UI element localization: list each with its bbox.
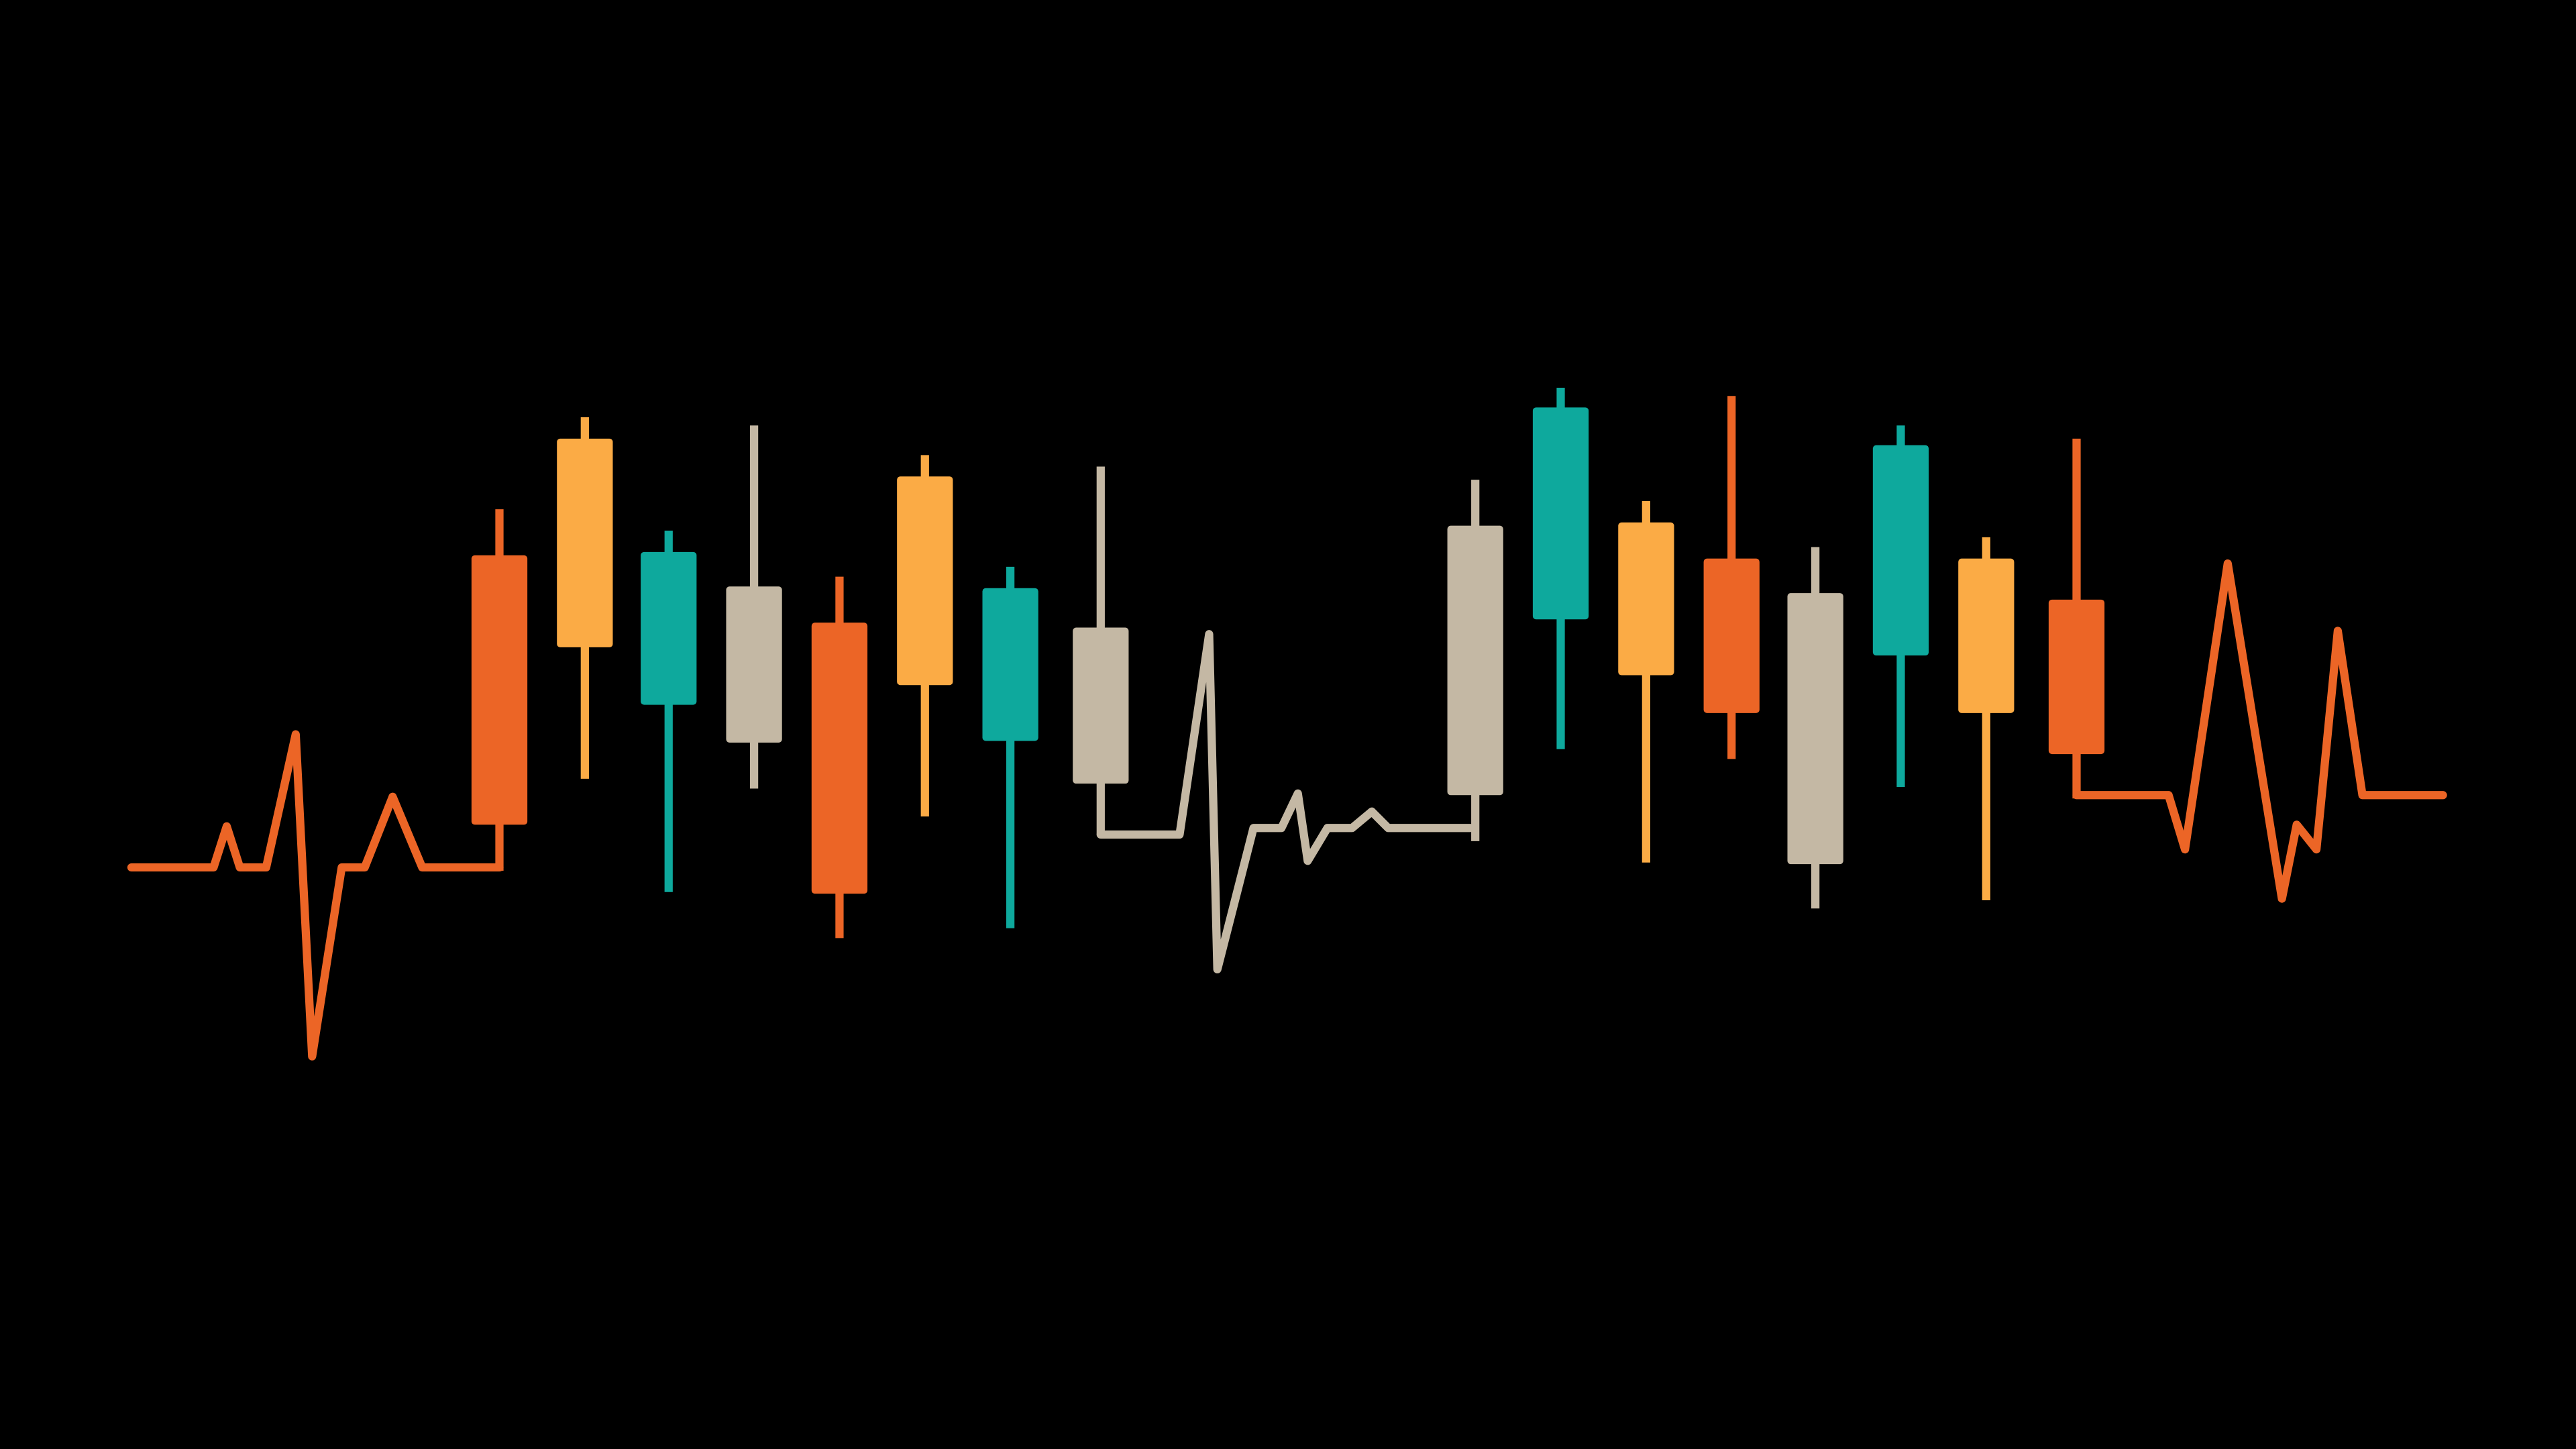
heartbeat-line (1096, 630, 1474, 974)
candle-body (557, 438, 613, 647)
candle-body (1787, 593, 1843, 865)
candle (1447, 480, 1503, 841)
candle-body (1447, 525, 1503, 796)
candle-body (1703, 558, 1760, 713)
candle (897, 455, 953, 817)
candle (2048, 438, 2105, 799)
candle (1073, 466, 1129, 835)
candle (1872, 425, 1929, 788)
candle (1787, 547, 1843, 909)
candle-body (471, 555, 528, 825)
candle-body (1532, 407, 1589, 620)
candle-body (641, 551, 697, 705)
candle-body (1618, 522, 1674, 676)
candle (726, 425, 782, 789)
candle (1618, 500, 1674, 863)
candle-body (2048, 599, 2105, 755)
candle (982, 566, 1038, 928)
candle (1958, 537, 2015, 901)
candle (471, 509, 528, 871)
heartbeat-line (2072, 559, 2447, 903)
candle (1532, 387, 1589, 749)
candle (811, 576, 868, 938)
candle-body (1958, 558, 2015, 713)
heartbeat-line (127, 730, 504, 1061)
candle-body (1872, 445, 1929, 656)
candle-body (811, 623, 868, 894)
candle (1703, 396, 1760, 759)
candle-body (897, 476, 953, 686)
candle-body (1073, 627, 1129, 784)
candle (641, 531, 697, 892)
candle-body (726, 586, 782, 743)
candle (557, 417, 613, 779)
candle-body (982, 588, 1038, 741)
